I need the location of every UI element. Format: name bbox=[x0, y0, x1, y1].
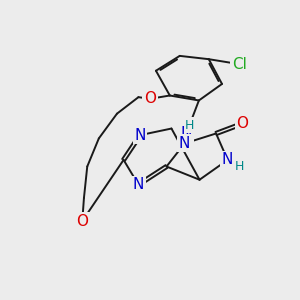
Text: O: O bbox=[236, 116, 248, 131]
Text: H: H bbox=[235, 160, 244, 173]
Text: H: H bbox=[185, 119, 194, 132]
Text: O: O bbox=[76, 214, 88, 229]
Text: N: N bbox=[181, 126, 192, 141]
Text: Cl: Cl bbox=[232, 57, 247, 72]
Text: N: N bbox=[133, 177, 144, 192]
Text: H: H bbox=[235, 160, 244, 173]
Text: O: O bbox=[144, 91, 156, 106]
Text: N: N bbox=[179, 136, 190, 151]
Text: H: H bbox=[185, 119, 194, 132]
Text: N: N bbox=[134, 128, 146, 142]
Text: N: N bbox=[222, 152, 233, 167]
Text: O: O bbox=[144, 91, 156, 106]
Text: N: N bbox=[179, 136, 190, 151]
Text: N: N bbox=[133, 177, 144, 192]
Text: N: N bbox=[181, 126, 192, 141]
Text: N: N bbox=[222, 152, 233, 167]
Text: Cl: Cl bbox=[232, 57, 247, 72]
Text: N: N bbox=[134, 128, 146, 142]
Text: O: O bbox=[76, 214, 88, 229]
Text: O: O bbox=[236, 116, 248, 131]
